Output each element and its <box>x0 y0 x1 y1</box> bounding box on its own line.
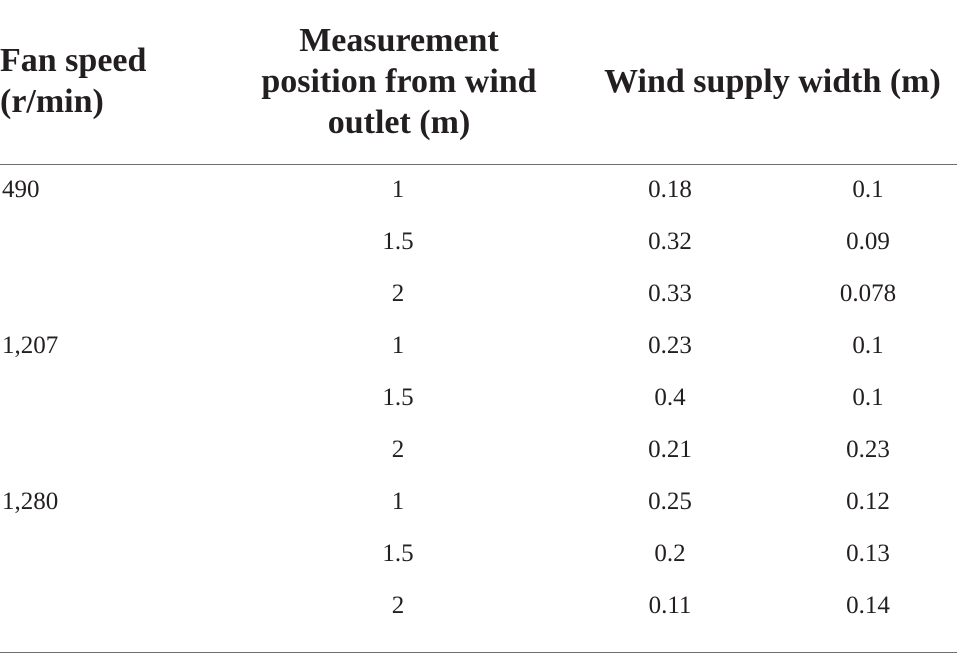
cell-fan-speed: 490 <box>2 176 40 203</box>
cell-width-a: 0.32 <box>648 228 692 255</box>
cell-position: 2 <box>391 592 405 619</box>
cell-width-b: 0.1 <box>852 176 884 203</box>
cell-width-b: 0.1 <box>852 332 884 359</box>
table-bottom-rule <box>0 652 957 653</box>
cell-position: 2 <box>391 436 405 463</box>
cell-width-b: 0.1 <box>852 384 884 411</box>
header-divider <box>0 164 957 165</box>
header-measurement-position: Measurement position from wind outlet (m… <box>261 22 537 141</box>
cell-width-a: 0.11 <box>648 592 692 619</box>
cell-width-b: 0.23 <box>846 436 890 463</box>
cell-width-a: 0.21 <box>648 436 692 463</box>
table-row: 1.5 0.2 0.13 <box>0 528 957 580</box>
cell-width-a: 0.25 <box>648 488 692 515</box>
cell-fan-speed: 1,207 <box>2 332 59 359</box>
cell-width-b: 0.13 <box>846 540 890 567</box>
table-row: 1,280 1 0.25 0.12 <box>0 476 957 528</box>
table-row: 2 0.21 0.23 <box>0 424 957 476</box>
cell-width-a: 0.4 <box>654 384 686 411</box>
cell-width-b: 0.14 <box>846 592 890 619</box>
cell-width-a: 0.33 <box>648 280 692 307</box>
cell-width-b: 0.12 <box>846 488 890 515</box>
header-wind-supply-width: Wind supply width (m) <box>604 63 941 100</box>
cell-position: 2 <box>391 280 405 307</box>
table-row: 1.5 0.32 0.09 <box>0 216 957 268</box>
cell-fan-speed: 1,280 <box>2 488 59 515</box>
cell-width-a: 0.23 <box>648 332 692 359</box>
cell-position: 1.5 <box>382 384 414 411</box>
header-fan-speed: Fan speed (r/min) <box>0 42 147 120</box>
table-row: 490 1 0.18 0.1 <box>0 164 957 216</box>
table-row: 2 0.11 0.14 <box>0 580 957 632</box>
cell-position: 1.5 <box>382 540 414 567</box>
cell-width-a: 0.18 <box>648 176 692 203</box>
cell-position: 1 <box>391 488 405 515</box>
table-row: 1,207 1 0.23 0.1 <box>0 320 957 372</box>
table-header: Fan speed (r/min) Measurement position f… <box>0 0 957 165</box>
table-row: 2 0.33 0.078 <box>0 268 957 320</box>
cell-width-a: 0.2 <box>654 540 686 567</box>
cell-width-b: 0.078 <box>839 280 897 307</box>
cell-width-b: 0.09 <box>846 228 890 255</box>
table-row: 1.5 0.4 0.1 <box>0 372 957 424</box>
cell-position: 1.5 <box>382 228 414 255</box>
cell-position: 1 <box>391 176 405 203</box>
cell-position: 1 <box>391 332 405 359</box>
